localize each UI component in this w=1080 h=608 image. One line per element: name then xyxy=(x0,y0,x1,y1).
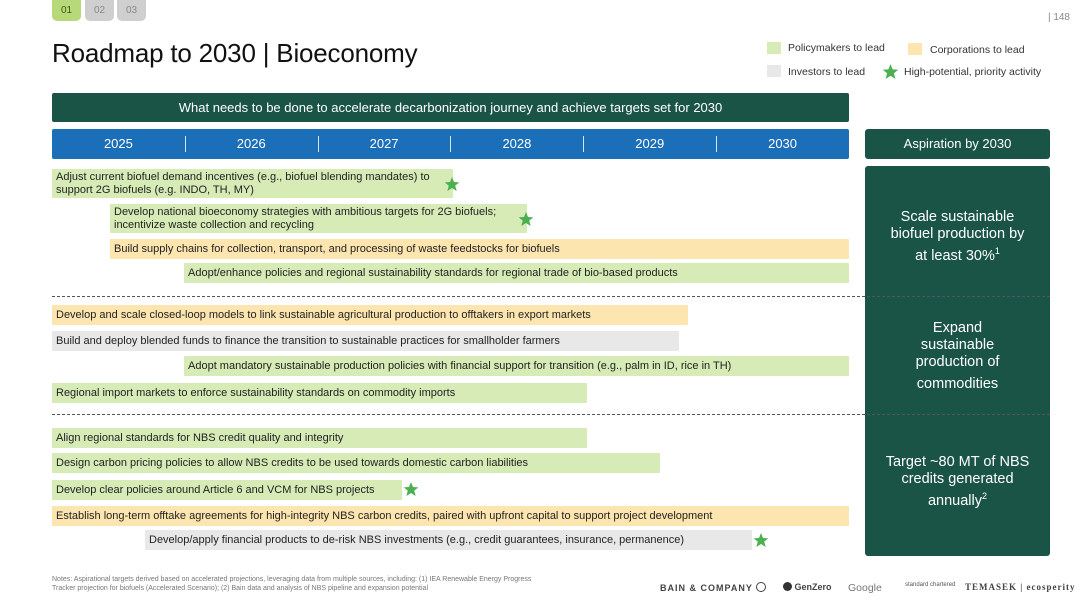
legend-label-priority: High-potential, priority activity xyxy=(904,66,1042,78)
genzero-logo: GenZero xyxy=(783,582,832,592)
activity-bar: Build supply chains for collection, tran… xyxy=(110,239,849,259)
standard-chartered-logo: standard chartered xyxy=(905,582,956,588)
aspiration-header: Aspiration by 2030 xyxy=(865,129,1050,159)
activity-bar: Establish long-term offtake agreements f… xyxy=(52,506,849,526)
aspiration-nbs-credits: Target ~80 MT of NBS credits generated a… xyxy=(885,454,1030,509)
section-tab-03[interactable]: 03 xyxy=(117,0,146,21)
aspiration-panel xyxy=(865,166,1050,556)
year-2030: 2030 xyxy=(716,129,849,159)
header-banner: What needs to be done to accelerate deca… xyxy=(52,93,849,122)
year-2028: 2028 xyxy=(450,129,583,159)
priority-star-icon xyxy=(753,533,769,547)
activity-bar: Align regional standards for NBS credit … xyxy=(52,428,587,448)
page-title: Roadmap to 2030 | Bioeconomy xyxy=(52,38,418,68)
temasek-logo: TEMASEK | ecosperity xyxy=(965,582,1076,592)
aspiration-biofuel: Scale sustainable biofuel production by … xyxy=(890,209,1025,264)
year-2025: 2025 xyxy=(103,136,133,151)
legend-swatch-corporations xyxy=(908,43,922,55)
legend-label-policymakers: Policymakers to lead xyxy=(788,42,885,54)
priority-star-icon xyxy=(403,482,419,496)
activity-bar: Adopt mandatory sustainable production p… xyxy=(184,356,849,376)
year-2027: 2027 xyxy=(317,129,451,159)
priority-star-icon xyxy=(444,177,460,191)
section-tab-02[interactable]: 02 xyxy=(85,0,114,21)
section-divider xyxy=(52,414,1050,415)
legend-swatch-policymakers xyxy=(767,42,781,54)
legend-label-investors: Investors to lead xyxy=(788,66,866,78)
legend-swatch-investors xyxy=(767,65,781,77)
footnotes: Notes: Aspirational targets derived base… xyxy=(52,576,532,592)
legend-label-corporations: Corporations to lead xyxy=(930,44,1025,56)
activity-bar: Regional import markets to enforce susta… xyxy=(52,383,587,403)
year-2026: 2026 xyxy=(184,129,318,159)
activity-bar: Develop/apply financial products to de-r… xyxy=(145,530,752,550)
activity-bar: Build and deploy blended funds to financ… xyxy=(52,331,679,351)
section-tab-01[interactable]: 01 xyxy=(52,0,81,21)
page-number: | 148 xyxy=(1047,12,1070,23)
priority-star-icon xyxy=(882,64,899,79)
activity-bar: Design carbon pricing policies to allow … xyxy=(52,453,660,473)
aspiration-commodities: Expand sustainable production of commodi… xyxy=(915,320,1000,392)
activity-bar: Adjust current biofuel demand incentives… xyxy=(52,169,453,198)
priority-star-icon xyxy=(518,212,534,226)
section-divider xyxy=(52,296,1050,297)
bain-logo: BAIN & COMPANY xyxy=(660,582,767,593)
activity-bar: Develop national bioeconomy strategies w… xyxy=(110,204,527,233)
activity-bar: Develop and scale closed-loop models to … xyxy=(52,305,688,325)
activity-bar: Develop clear policies around Article 6 … xyxy=(52,480,402,500)
activity-bar: Adopt/enhance policies and regional sust… xyxy=(184,263,849,283)
year-2029: 2029 xyxy=(583,129,716,159)
timeline-bar: 2025 2026 2027 2028 2029 2030 xyxy=(52,129,849,159)
google-logo: Google xyxy=(848,582,882,594)
